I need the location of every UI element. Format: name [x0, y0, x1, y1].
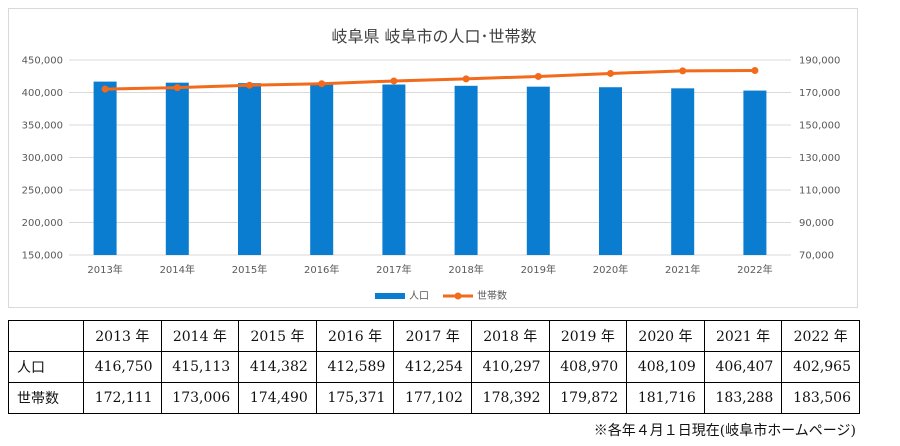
- point-households: [390, 77, 398, 85]
- legend-label-population: 人口: [409, 290, 429, 302]
- y-left-tick-label: 450,000: [22, 56, 63, 67]
- y-left-tick-label: 250,000: [22, 186, 63, 197]
- bar-population: [238, 83, 261, 255]
- data-table: 2013 年 2014 年 2015 年 2016 年 2017 年 2018 年 2019…: [8, 320, 860, 414]
- point-households: [462, 75, 470, 83]
- y-left-tick-label: 300,000: [22, 153, 63, 164]
- table-cell: 179,872: [548, 382, 628, 414]
- table-cell: 178,392: [470, 382, 550, 414]
- point-households: [173, 84, 181, 92]
- legend-label-households: 世帯数: [477, 289, 507, 302]
- table-cell: 408,109: [626, 351, 705, 383]
- point-households: [751, 67, 759, 75]
- y-left-tick-label: 350,000: [22, 121, 63, 132]
- table-cell: 174,490: [238, 382, 317, 414]
- x-tick-label: 2013年: [87, 263, 122, 276]
- x-tick-label: 2017年: [376, 263, 411, 276]
- bar-population: [165, 82, 189, 256]
- legend-swatch-population: [375, 293, 405, 299]
- table-cell: 408,970: [548, 351, 628, 383]
- y-right-tick-label: 70,000: [799, 251, 834, 262]
- x-tick-label: 2014年: [160, 263, 195, 276]
- table-header-cell: 2017 年: [393, 320, 472, 352]
- table-cell: 416,750: [83, 351, 162, 383]
- footnote: ※各年４月１日現在(岐阜市ホームページ): [593, 423, 856, 439]
- x-tick-label: 2019年: [521, 263, 556, 276]
- table-header-cell: 2022 年: [781, 320, 860, 352]
- x-tick-label: 2015年: [232, 263, 267, 276]
- y-left-tick-label: 200,000: [22, 218, 63, 229]
- combo-chart: 150,000 200,000 250,000 300,000 350,000 400,0…: [22, 56, 841, 303]
- table-cell: 183,506: [781, 382, 860, 414]
- y-left-tick-label: 400,000: [22, 88, 63, 99]
- y-right-tick-label: 190,000: [799, 56, 840, 67]
- table-header-cell: 2020 年: [626, 320, 705, 352]
- bar-population: [310, 84, 334, 256]
- x-tick-label: 2018年: [448, 263, 483, 276]
- y-left-tick-label: 150,000: [22, 251, 63, 262]
- y-right-tick-label: 130,000: [799, 153, 840, 164]
- table-cell: 172,111: [83, 382, 162, 414]
- row-label-households: 世帯数: [8, 382, 84, 414]
- table-header-cell: 2014 年: [160, 320, 240, 352]
- table-cell: 410,297: [470, 351, 550, 383]
- table-header-cell: 2019 年: [548, 320, 628, 352]
- table-header-cell: 2015 年: [238, 320, 317, 352]
- x-tick-label: 2022年: [737, 263, 772, 276]
- point-households: [679, 67, 687, 75]
- bar-population: [454, 85, 478, 256]
- table-cell: 415,113: [160, 351, 240, 383]
- table-cell: 414,382: [238, 351, 317, 383]
- bar-population: [671, 88, 695, 255]
- chart-panel: 岐阜県 岐阜市の人口･世帯数 150,000 200,000 250,000 300,…: [8, 8, 858, 308]
- y-right-tick-label: 90,000: [799, 218, 834, 229]
- bar-population: [743, 90, 767, 255]
- bar-population: [93, 81, 117, 255]
- table-header-cell: 2016 年: [315, 320, 395, 352]
- table-header-cell: 2013 年: [83, 320, 162, 352]
- y-right-tick-label: 110,000: [799, 186, 840, 197]
- point-households: [318, 80, 326, 88]
- chart-title: 岐阜県 岐阜市の人口･世帯数: [331, 27, 537, 46]
- bar-population: [382, 84, 406, 255]
- table-cell: 173,006: [160, 382, 240, 414]
- x-tick-label: 2021年: [665, 263, 700, 276]
- point-households: [246, 81, 253, 89]
- bar-population: [599, 87, 622, 255]
- table-row: 世帯数 172,111 173,006 174,490 175,371 177,102 1…: [8, 382, 860, 414]
- point-households: [534, 72, 542, 80]
- table-cell: 183,288: [703, 382, 783, 414]
- table-cell: 406,407: [703, 351, 783, 383]
- table-header-row: 2013 年 2014 年 2015 年 2016 年 2017 年 2018 年 2019…: [8, 320, 860, 352]
- table-cell: 412,254: [393, 351, 472, 383]
- table-header-cell: 2018 年: [470, 320, 550, 352]
- table-cell: 402,965: [781, 351, 860, 383]
- table-cell: 177,102: [393, 382, 472, 414]
- x-tick-label: 2020年: [593, 263, 628, 276]
- x-tick-label: 2016年: [304, 263, 339, 276]
- table-row: 人口 416,750 415,113 414,382 412,589 412,254 41…: [8, 351, 860, 383]
- row-label-population: 人口: [8, 351, 84, 383]
- table-cell: 412,589: [315, 351, 395, 383]
- table-corner-cell: [8, 320, 84, 352]
- point-households: [101, 85, 109, 93]
- table-cell: 181,716: [626, 382, 705, 414]
- y-right-tick-label: 170,000: [799, 88, 840, 99]
- point-households: [607, 69, 614, 77]
- table-header-cell: 2021 年: [703, 320, 783, 352]
- table-cell: 175,371: [315, 382, 395, 414]
- y-right-tick-label: 150,000: [799, 121, 840, 132]
- legend-marker-households: [454, 292, 462, 300]
- bar-population: [526, 86, 550, 256]
- line-households: [105, 69, 755, 91]
